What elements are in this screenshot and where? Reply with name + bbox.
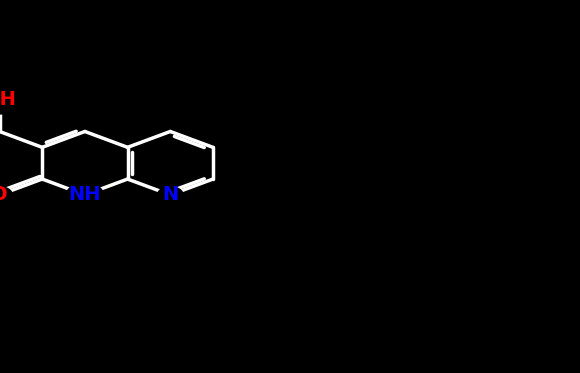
- Text: NH: NH: [68, 185, 101, 204]
- Text: O: O: [0, 185, 8, 204]
- Circle shape: [66, 183, 103, 207]
- Circle shape: [0, 186, 12, 203]
- Circle shape: [0, 86, 21, 114]
- Text: N: N: [162, 185, 179, 204]
- Text: OH: OH: [0, 90, 16, 109]
- Circle shape: [158, 186, 183, 203]
